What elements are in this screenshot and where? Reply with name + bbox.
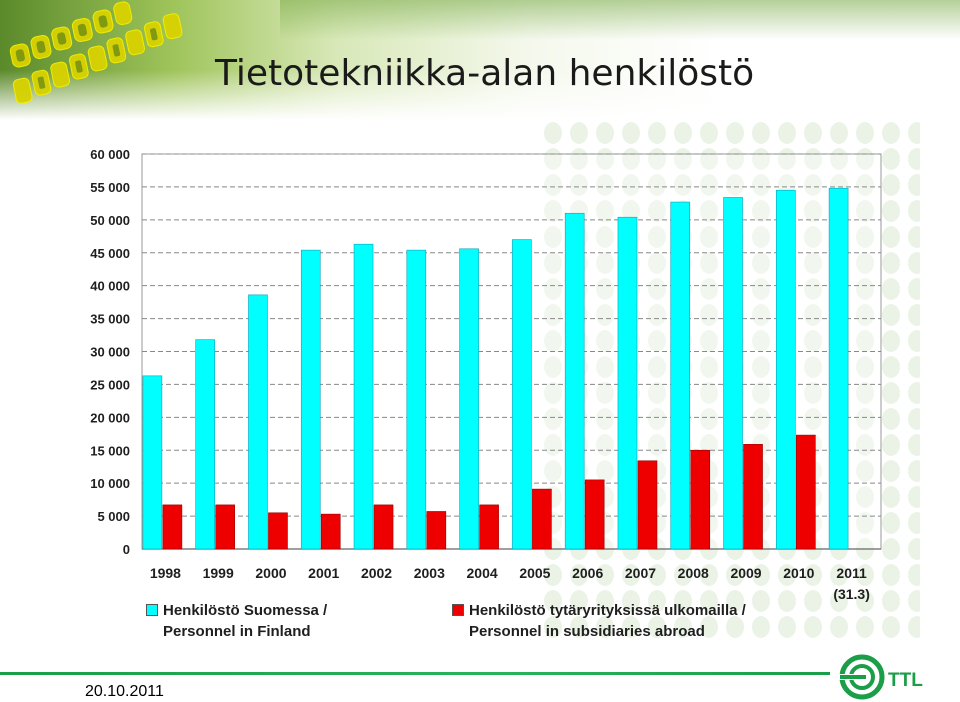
footer-date: 20.10.2011	[85, 683, 164, 700]
bar-abroad	[268, 512, 288, 550]
bar-abroad	[532, 488, 552, 550]
x-tick-label: 2011	[836, 565, 867, 581]
y-tick-label: 10 000	[90, 476, 130, 491]
brand-logo-art	[9, 1, 183, 104]
x-tick-label: 2005	[519, 565, 550, 581]
bar-abroad	[215, 504, 235, 550]
legend-finland-line-2: Personnel in Finland	[163, 623, 311, 640]
footer-accent-line	[0, 672, 830, 675]
bar-finland	[723, 197, 743, 550]
legend-swatch-finland	[146, 604, 158, 616]
y-tick-label: 0	[123, 542, 130, 557]
bar-abroad	[320, 513, 341, 550]
bar-finland	[459, 248, 479, 550]
chart-canvas: 0 5 000 10 000 15 000 20 000 25 000 30 000 35 0…	[90, 147, 882, 602]
bar-abroad	[796, 434, 816, 550]
bar-finland	[512, 239, 532, 550]
y-tick-label: 60 000	[90, 147, 130, 162]
bar-abroad	[426, 511, 447, 550]
x-tick-label: 1999	[203, 565, 234, 581]
slide-title: Tietotekniikka-alan henkilöstö	[215, 53, 755, 94]
legend-abroad-line-2: Personnel in subsidiaries abroad	[469, 623, 705, 640]
bar-abroad	[373, 504, 394, 550]
ttl-logo-text: TTL	[888, 670, 923, 691]
legend-finland-line-1: Henkilöstö Suomessa /	[163, 602, 328, 619]
x-tick-label: 2007	[625, 565, 656, 581]
legend-swatch-abroad	[452, 604, 464, 616]
legend-abroad-line-1: Henkilöstö tytäryrityksissä ulkomailla /	[469, 602, 746, 619]
bar-abroad	[743, 444, 763, 550]
x-tick-label: 2004	[467, 565, 498, 581]
y-tick-label: 45 000	[90, 246, 130, 261]
x-tick-label: 2003	[414, 565, 445, 581]
header-banner	[0, 0, 960, 120]
bar-finland	[670, 201, 691, 550]
y-tick-label: 25 000	[90, 377, 130, 392]
legend-label-finland: Henkilöstö Suomessa / Personnel in Finla…	[163, 600, 503, 642]
bar-finland	[195, 339, 215, 550]
bar-abroad	[690, 449, 711, 550]
bar-abroad	[637, 460, 658, 550]
x-tick-label: 2006	[572, 565, 603, 581]
bar-abroad	[479, 504, 499, 550]
bar-finland	[617, 216, 638, 550]
x-tick-label: 2010	[783, 565, 814, 581]
y-tick-label: 20 000	[90, 410, 130, 425]
y-tick-label: 30 000	[90, 345, 130, 360]
bar-finland	[776, 189, 796, 550]
y-tick-label: 35 000	[90, 312, 130, 327]
y-tick-label: 5 000	[97, 509, 130, 524]
banner-haze	[280, 0, 960, 40]
x-tick-label: 2002	[361, 565, 392, 581]
bar-finland	[248, 294, 268, 550]
x-tick-label: 2001	[308, 565, 339, 581]
bar-chart: 0 5 000 10 000 15 000 20 000 25 000 30 000 35 0…	[70, 140, 910, 640]
x-tick-label: 2009	[730, 565, 761, 581]
x-tick-label: 2008	[678, 565, 709, 581]
bar-finland	[300, 249, 321, 550]
bar-finland	[828, 187, 849, 550]
bar-finland	[142, 375, 163, 550]
y-tick-label: 40 000	[90, 279, 130, 294]
bar-finland	[564, 212, 585, 550]
banner-fade	[0, 70, 960, 120]
x-tick-sublabel: (31.3)	[833, 586, 870, 602]
legend-label-abroad: Henkilöstö tytäryrityksissä ulkomailla /…	[469, 600, 809, 642]
x-tick-label: 2000	[255, 565, 286, 581]
bar-finland	[353, 243, 374, 550]
bar-abroad	[584, 479, 605, 550]
y-tick-label: 55 000	[90, 180, 130, 195]
bar-abroad	[162, 504, 183, 550]
ttl-logo-icon: TTL	[838, 654, 923, 700]
x-tick-label: 1998	[150, 565, 181, 581]
bar-finland	[406, 249, 427, 550]
y-tick-label: 15 000	[90, 443, 130, 458]
y-tick-label: 50 000	[90, 213, 130, 228]
